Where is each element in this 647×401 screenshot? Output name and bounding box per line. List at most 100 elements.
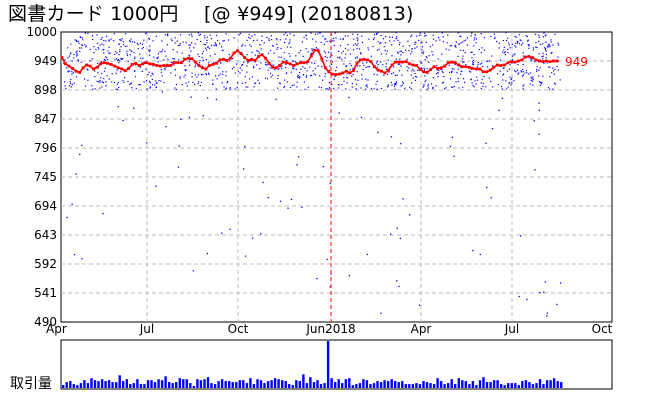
price-point	[109, 63, 113, 66]
listing-dot	[124, 45, 126, 47]
listing-dot	[412, 68, 414, 70]
listing-dot	[402, 81, 404, 83]
listing-dot	[471, 82, 473, 84]
listing-dot	[289, 55, 291, 57]
listing-dot	[206, 39, 208, 41]
listing-dot	[194, 83, 196, 85]
listing-dot	[339, 56, 341, 58]
listing-dot	[480, 52, 482, 54]
volume-bar	[390, 379, 393, 388]
listing-dot	[394, 83, 396, 85]
listing-dot	[195, 64, 197, 66]
price-point	[478, 67, 482, 71]
listing-dot	[164, 67, 166, 70]
listing-dot	[481, 62, 483, 64]
listing-dot	[491, 128, 494, 130]
listing-dot	[401, 74, 403, 76]
listing-dot	[432, 87, 434, 89]
listing-dot	[175, 88, 177, 90]
listing-dot	[502, 40, 504, 42]
listing-dot	[485, 142, 487, 144]
listing-dot	[351, 86, 353, 88]
listing-dot	[206, 36, 208, 38]
listing-dot	[174, 69, 176, 71]
listing-dot	[253, 67, 255, 69]
listing-dot	[352, 73, 354, 76]
price-point	[355, 61, 359, 65]
listing-dot	[380, 42, 382, 44]
listing-dot	[81, 44, 84, 46]
listing-dot	[425, 79, 427, 81]
listing-dot	[252, 39, 255, 42]
listing-dot	[431, 83, 433, 85]
listing-dot	[116, 83, 118, 85]
listing-dot	[410, 36, 412, 38]
listing-dot	[149, 49, 151, 51]
listing-dot	[68, 55, 70, 57]
listing-dot	[391, 73, 393, 75]
listing-dot	[475, 42, 477, 44]
price-point	[373, 65, 376, 69]
listing-dot	[443, 76, 445, 78]
listing-dot	[203, 43, 205, 45]
listing-dot	[515, 71, 517, 73]
listing-dot	[398, 44, 401, 46]
listing-dot	[322, 35, 324, 37]
listing-dot	[70, 52, 72, 54]
listing-dot	[291, 84, 293, 87]
listing-dot	[450, 86, 453, 88]
listing-dot	[141, 43, 144, 45]
listing-dot	[324, 55, 326, 58]
listing-dot	[222, 40, 224, 42]
listing-dot	[157, 56, 159, 58]
price-point	[260, 53, 264, 57]
listing-dot	[476, 76, 478, 78]
price-point	[64, 62, 67, 66]
listing-dot	[549, 66, 551, 68]
listing-dot	[251, 76, 253, 78]
listing-dot	[438, 37, 440, 39]
listing-dot	[373, 34, 376, 36]
listing-dot	[89, 60, 91, 62]
listing-dot	[462, 61, 464, 63]
listing-dot	[386, 73, 389, 76]
listing-dot	[385, 63, 388, 65]
volume-bar	[146, 380, 150, 388]
listing-dot	[441, 32, 443, 34]
listing-dot	[466, 44, 468, 46]
listing-dot	[349, 69, 351, 71]
listing-dot	[472, 61, 474, 63]
listing-dot	[284, 67, 287, 69]
listing-dot	[375, 83, 377, 85]
volume-bar	[492, 380, 496, 388]
listing-dot	[276, 43, 278, 45]
listing-dot	[547, 46, 549, 48]
price-point	[144, 61, 148, 65]
listing-dot	[325, 88, 327, 90]
listing-dot	[385, 66, 387, 68]
listing-dot	[105, 35, 108, 37]
listing-dot	[108, 39, 110, 41]
listing-dot	[361, 78, 363, 80]
price-point	[165, 64, 169, 67]
listing-dot	[145, 32, 147, 35]
y-tick-label: 541	[34, 286, 57, 300]
listing-dot	[70, 78, 72, 81]
listing-dot	[131, 50, 133, 52]
y-tick-label: 847	[34, 112, 57, 126]
listing-dot	[172, 49, 174, 51]
listing-dot	[99, 87, 101, 89]
price-point	[250, 57, 253, 61]
listing-dot	[251, 237, 254, 239]
listing-dot	[446, 42, 448, 44]
listing-dot	[189, 55, 191, 57]
listing-dot	[134, 58, 136, 60]
price-point	[552, 59, 555, 63]
listing-dot	[129, 41, 131, 43]
volume-bar	[104, 381, 107, 388]
volume-bar	[355, 384, 358, 388]
volume-bar	[256, 379, 259, 388]
listing-dot	[465, 39, 467, 41]
listing-dot	[141, 48, 143, 50]
listing-dot	[423, 67, 425, 69]
